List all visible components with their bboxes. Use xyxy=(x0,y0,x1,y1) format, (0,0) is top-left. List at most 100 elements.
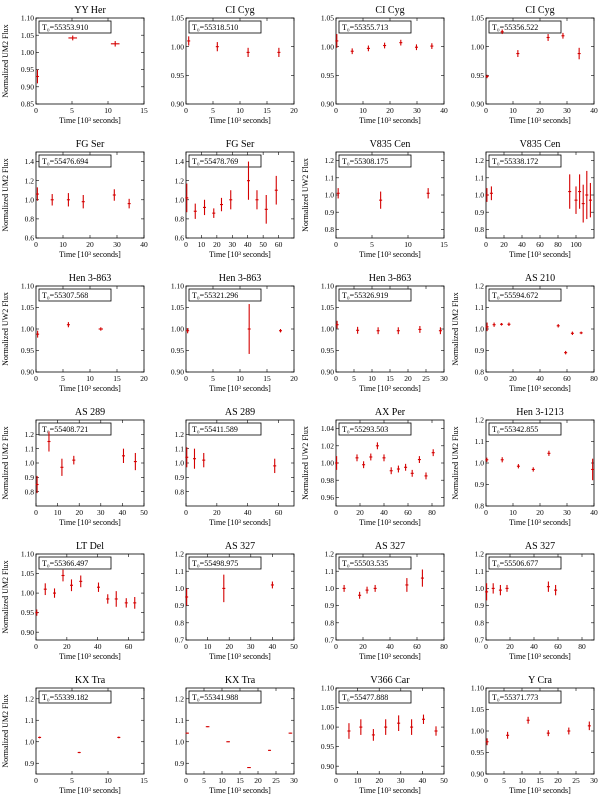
light-curve-panel: FG Ser 0 10 20 30 40 50 60 0.6 0.8 1.0 1.2 1.4 Time [… xyxy=(150,136,300,270)
data-point xyxy=(77,751,81,754)
y-tick-label: 1.05 xyxy=(21,31,34,40)
x-tick-label: 15 xyxy=(386,374,394,383)
x-axis-label: Time [10³ seconds] xyxy=(359,518,421,527)
panel-title: AS 327 xyxy=(375,541,405,552)
light-curve-chart: AS 210 0 20 40 60 80 0.8 0.9 1.0 1.1 1.2 Time [10³ … xyxy=(451,273,598,393)
y-tick-label: 1.0 xyxy=(475,459,485,468)
y-tick-label: 1.0 xyxy=(175,584,185,593)
x-tick-label: 0 xyxy=(34,240,38,249)
y-tick-label: 1.1 xyxy=(175,716,185,725)
data-point xyxy=(547,450,551,456)
t0-box xyxy=(38,556,112,570)
x-tick-label: 60 xyxy=(275,240,283,249)
y-tick-label: 1.10 xyxy=(321,282,334,291)
x-tick-label: 40 xyxy=(536,374,544,383)
data-point xyxy=(187,36,191,46)
x-tick-label: 30 xyxy=(563,508,571,517)
y-tick-label: 1.0 xyxy=(475,584,485,593)
t0-label: T₀=55326.919 xyxy=(342,291,388,300)
x-tick-label: 10 xyxy=(354,776,362,785)
y-tick-label: 1.00 xyxy=(321,723,334,732)
data-point xyxy=(359,719,363,735)
data-point xyxy=(568,174,572,209)
data-point xyxy=(274,175,278,205)
x-tick-label: 0 xyxy=(34,374,38,383)
x-tick-label: 30 xyxy=(413,106,421,115)
y-tick-label: 1.1 xyxy=(475,173,485,182)
data-point xyxy=(53,588,57,598)
x-tick-label: 40 xyxy=(244,240,252,249)
x-axis-label: Time [10³ seconds] xyxy=(359,250,421,259)
data-point xyxy=(410,469,414,477)
panel-title: Hen 3-863 xyxy=(219,273,262,284)
y-tick-label: 1.05 xyxy=(321,14,334,23)
light-curve-panel: AS 289 0 10 20 30 40 50 0.8 0.9 1.0 1.1 1.2 Time [10… xyxy=(0,404,150,538)
data-point xyxy=(369,453,373,461)
data-point xyxy=(588,182,592,218)
data-point xyxy=(133,452,137,471)
data-point xyxy=(219,197,223,212)
t0-box xyxy=(188,288,262,302)
data-point xyxy=(66,322,70,328)
x-tick-label: 5 xyxy=(352,374,356,383)
t0-box xyxy=(188,20,262,34)
t0-label: T₀=55477.888 xyxy=(342,693,388,702)
x-tick-label: 80 xyxy=(428,508,436,517)
y-tick-label: 1.05 xyxy=(21,569,34,578)
y-tick-label: 0.7 xyxy=(325,636,335,645)
data-point xyxy=(72,455,76,465)
data-point xyxy=(373,584,377,592)
x-tick-label: 0 xyxy=(34,508,38,517)
y-tick-label: 0.6 xyxy=(25,234,35,243)
y-tick-label: 0.90 xyxy=(471,100,484,109)
panel-title: CI Cyg xyxy=(525,5,554,16)
light-curve-chart: AS 327 0 10 20 30 40 50 0.7 0.8 0.9 1.0 1.1 1.2 Time … xyxy=(175,541,298,661)
data-point xyxy=(546,581,550,592)
y-tick-label: 0.7 xyxy=(175,636,185,645)
t0-box xyxy=(338,556,412,570)
t0-label: T₀=55506.677 xyxy=(492,559,538,568)
data-point xyxy=(342,584,346,592)
light-curve-chart: Y Cra 0 5 10 15 20 25 30 0.90 0.95 1.00 1.05 1.10 Tim… xyxy=(471,675,598,795)
t0-label: T₀=55411.589 xyxy=(192,425,238,434)
light-curve-chart: FG Ser 0 10 20 30 40 50 60 0.6 0.8 1.0 1.2 1.4 Time [… xyxy=(175,139,295,259)
x-tick-label: 80 xyxy=(578,642,586,651)
data-point xyxy=(365,586,369,594)
data-point xyxy=(516,464,520,469)
t0-box xyxy=(338,690,412,704)
x-axis-label: Time [10³ seconds] xyxy=(59,250,121,259)
y-tick-label: 1.10 xyxy=(471,684,484,693)
y-tick-label: 1.00 xyxy=(21,589,34,598)
t0-label: T₀=55503.535 xyxy=(342,559,388,568)
y-tick-label: 0.9 xyxy=(475,208,485,217)
y-tick-label: 0.90 xyxy=(21,82,34,91)
x-tick-label: 0 xyxy=(484,106,488,115)
y-tick-label: 1.00 xyxy=(471,727,484,736)
x-axis-label: Time [10³ seconds] xyxy=(209,652,271,661)
y-tick-label: 1.0 xyxy=(25,459,35,468)
x-tick-label: 60 xyxy=(413,642,421,651)
t0-label: T₀=55355.713 xyxy=(342,23,388,32)
data-point xyxy=(489,186,493,201)
x-axis-label: Time [10³ seconds] xyxy=(209,116,271,125)
x-tick-label: 40 xyxy=(590,106,598,115)
light-curve-panel: Hen 3-863 0 5 10 15 20 25 30 0.90 0.95 1.00 1.05 1.1… xyxy=(300,270,450,404)
x-tick-label: 40 xyxy=(269,642,277,651)
x-tick-label: 50 xyxy=(440,776,448,785)
x-tick-label: 50 xyxy=(290,642,298,651)
data-point xyxy=(485,322,489,332)
light-curve-panel: LT Del 0 20 40 60 0.90 0.95 1.00 1.05 1.10 Time [1… xyxy=(0,538,150,672)
y-tick-label: 0.8 xyxy=(325,225,335,234)
panel-title: Hen 3-863 xyxy=(69,273,112,284)
panel-title: KX Tra xyxy=(225,675,256,686)
data-point xyxy=(491,583,495,594)
data-point xyxy=(335,320,339,329)
x-tick-label: 20 xyxy=(500,240,508,249)
data-point xyxy=(246,47,250,57)
x-axis-label: Time [10³ seconds] xyxy=(509,116,571,125)
data-point xyxy=(66,193,70,207)
x-axis-label: Time [10³ seconds] xyxy=(509,652,571,661)
y-tick-label: 1.05 xyxy=(171,303,184,312)
y-tick-label: 0.90 xyxy=(321,368,334,377)
x-axis-label: Time [10³ seconds] xyxy=(59,384,121,393)
